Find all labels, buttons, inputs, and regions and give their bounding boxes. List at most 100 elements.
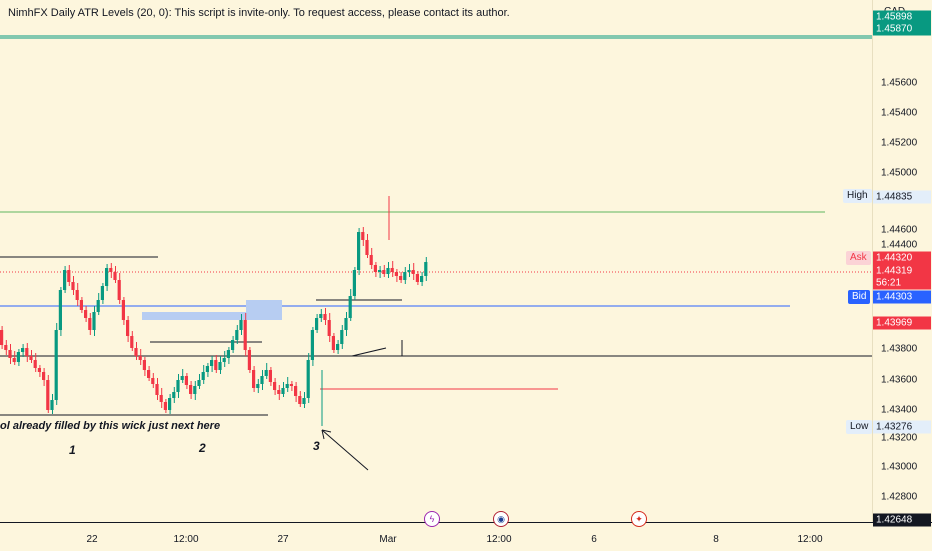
candle [268,370,272,382]
candle [75,290,79,300]
y-tick-label: 1.45600 [881,77,918,89]
candle [163,402,167,410]
candle [121,300,125,320]
annotation-3: 3 [313,439,320,453]
y-tick-label: 1.44600 [881,224,918,236]
side-label-high: High [843,189,872,203]
candle [415,274,419,282]
candle [247,350,251,370]
candle [172,392,176,398]
candle [382,270,386,274]
x-tick-label: 27 [277,534,289,545]
candle [50,400,54,410]
candle [12,358,16,362]
candle [46,380,50,410]
price-tag: 1.42648 [873,513,931,527]
small-zone-1 [142,312,264,320]
annotation-1: 1 [69,443,76,457]
y-tick-label: 1.43600 [881,374,918,386]
candle [281,388,285,394]
candle [323,314,327,320]
candle [0,330,4,345]
candle [378,270,382,272]
y-tick-label: 1.43800 [881,343,918,355]
candle [390,268,394,272]
candle [231,340,235,350]
candle [205,366,209,372]
candle [348,296,352,318]
candle [92,312,96,330]
y-tick-label: 1.43400 [881,404,918,416]
candle [21,348,25,352]
candle [130,336,134,348]
candle [424,262,428,276]
candle [88,318,92,330]
side-label-ask: Ask [846,251,871,265]
candle [264,370,268,376]
candle [218,362,222,370]
price-tag: 1.44303 [873,290,931,304]
candle [180,376,184,380]
candle [8,350,12,358]
candle [147,370,151,378]
time-axis[interactable] [0,522,932,551]
candle [277,390,281,394]
candle [310,330,314,360]
candle [394,272,398,276]
candle [96,300,100,312]
candle [197,380,201,386]
candle [168,398,172,410]
x-tick-label: 12:00 [173,534,199,545]
candle [243,320,247,350]
candle [105,268,109,286]
x-tick-label: 22 [86,534,98,545]
annotation-2: 2 [199,441,206,455]
side-label-bid: Bid [848,290,871,304]
side-label-low: Low [846,420,873,434]
candle [142,360,146,370]
candle [16,352,20,362]
candle [29,356,33,360]
candle [399,276,403,280]
candle [420,276,424,282]
candle [84,310,88,318]
candle [100,286,104,300]
candle [193,386,197,394]
price-tag: 1.45870 [873,22,931,36]
candle [226,350,230,358]
annotation-note: ol already filled by this wick just next… [0,420,221,432]
candle [37,368,41,372]
price-tag: 1.43276 [873,420,931,434]
candle [365,240,369,255]
candle [369,255,373,265]
candle [235,330,239,340]
candle [407,270,411,272]
candle [184,376,188,385]
candle [302,398,306,404]
candle [63,270,67,290]
candle [256,384,260,388]
price-tag: 1.43969 [873,316,931,330]
price-tag: 1.44835 [873,190,931,204]
cad-flag-icon[interactable]: ✦ [631,511,647,527]
candle [214,360,218,370]
flash-event-icon[interactable]: ϟ [424,511,440,527]
candle [344,318,348,330]
candle [113,272,117,280]
candle [201,372,205,380]
candle [331,336,335,350]
indicator-legend: NimhFX Daily ATR Levels (20, 0): This sc… [8,7,510,19]
candle [25,348,29,356]
y-tick-label: 1.45400 [881,107,918,119]
candle [189,385,193,394]
candle [260,376,264,384]
y-tick-label: 1.45000 [881,167,918,179]
candle [58,290,62,330]
price-tag: 1.44319 [873,264,931,278]
usd-flag-icon[interactable]: ◉ [493,511,509,527]
candle [289,384,293,386]
price-tag: 1.45898 [873,10,931,24]
candle [373,265,377,272]
